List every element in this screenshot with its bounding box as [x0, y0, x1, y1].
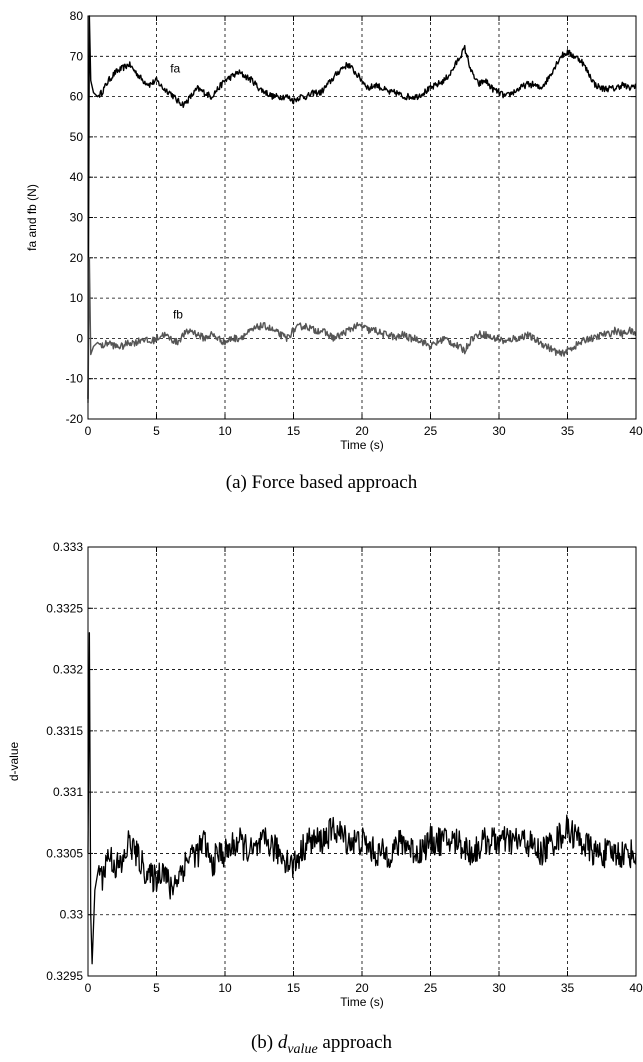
caption-b-main: d [277, 1032, 288, 1053]
c1-series-d [87, 632, 637, 965]
c1-ytick-label-4: 0.3315 [46, 724, 83, 738]
c0-ytick-label-4: 20 [70, 251, 84, 265]
c0-series-fa [87, 15, 637, 399]
c1-plot-area [88, 547, 636, 976]
c0-y-axis-label: fa and fb (N) [25, 184, 39, 251]
c1-ytick-label-1: 0.33 [60, 908, 84, 922]
chart-d-value: 0 5 10 15 20 25 30 35 40 0.3295 0.33 0.3305 0.331 0.3… [7, 540, 643, 1009]
c1-x-axis-label: Time (s) [340, 995, 384, 1009]
c1-ytick-label-7: 0.333 [53, 540, 83, 554]
c0-ytick-label-0: -20 [66, 412, 84, 426]
c0-plot-frame [87, 15, 637, 420]
c0-ytick-label-7: 50 [70, 130, 84, 144]
c1-xtick-label-0: 0 [85, 981, 92, 995]
c1-xtick-label-4: 20 [355, 981, 369, 995]
c0-xtick-label-8: 40 [629, 424, 643, 438]
c1-plot-frame [87, 546, 637, 977]
c0-annotation-fa: fa [170, 61, 180, 75]
c1-ytick-label-0: 0.3295 [46, 969, 83, 983]
c0-ytick-label-8: 60 [70, 90, 84, 104]
c0-ytick-label-9: 70 [70, 49, 84, 63]
c1-ytick-label-6: 0.3325 [46, 601, 83, 615]
c1-ytick-label-5: 0.332 [53, 663, 83, 677]
c1-xtick-label-5: 25 [424, 981, 438, 995]
caption-b-suffix: approach [317, 1032, 393, 1053]
c1-xtick-label-1: 5 [153, 981, 160, 995]
c0-xtick-label-5: 25 [424, 424, 438, 438]
c1-y-axis-label: d-value [7, 741, 21, 781]
c0-ytick-label-2: 0 [76, 331, 83, 345]
c1-xtick-label-8: 40 [629, 981, 643, 995]
c1-xtick-label-6: 30 [492, 981, 506, 995]
c0-ytick-label-1: -10 [66, 372, 84, 386]
c0-annotation-fb: fb [173, 307, 183, 321]
c0-xtick-label-7: 35 [561, 424, 575, 438]
c0-ytick-label-5: 30 [70, 211, 84, 225]
caption-a: (a) Force based approach [225, 472, 418, 493]
c1-xtick-label-2: 10 [218, 981, 232, 995]
chart-force-based: 0 5 10 15 20 25 30 35 40 -20 -10 0 10 20 30 40 50 60 70 80 f… [25, 9, 643, 452]
c1-ytick-label-2: 0.3305 [46, 846, 83, 860]
c0-xtick-label-6: 30 [492, 424, 506, 438]
c0-series-fb [87, 257, 637, 403]
c0-xtick-label-1: 5 [153, 424, 160, 438]
caption-b-sub: value [287, 1041, 318, 1057]
c0-ytick-label-6: 40 [70, 170, 84, 184]
c0-ytick-label-3: 10 [70, 291, 84, 305]
c1-ytick-label-3: 0.331 [53, 785, 83, 799]
c0-xtick-label-0: 0 [85, 424, 92, 438]
c1-xtick-label-3: 15 [287, 981, 301, 995]
c0-xtick-label-4: 20 [355, 424, 369, 438]
c0-ytick-label-10: 80 [70, 9, 84, 23]
c0-xtick-label-2: 10 [218, 424, 232, 438]
caption-b: (b) dvalue approach [0, 1032, 643, 1058]
c0-xtick-label-3: 15 [287, 424, 301, 438]
c0-x-axis-label: Time (s) [340, 438, 384, 452]
caption-b-prefix: (b) [250, 1032, 278, 1053]
c1-xtick-label-7: 35 [561, 981, 575, 995]
